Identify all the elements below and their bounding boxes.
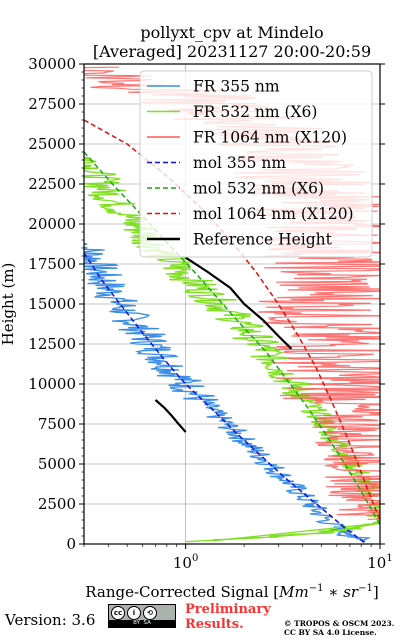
cc-icon: cc — [111, 606, 125, 620]
share-alike-icon: ⟲ — [143, 606, 157, 620]
y-axis-ticks: 0 2500 5000 7500 10000 12500 15000 17500 20000 22… — [28, 55, 385, 553]
y-tick-label: 17500 — [28, 255, 76, 273]
y-tick-label: 27500 — [28, 95, 76, 113]
legend-entry-label: Reference Height — [193, 231, 333, 249]
x-axis-label: Range-Corrected Signal [Mm−1 ∗ sr−1] — [85, 583, 378, 600]
series-mol-355-nm — [84, 252, 365, 543]
y-tick-label: 15000 — [28, 295, 76, 313]
legend-entry-label: FR 1064 nm (X120) — [193, 129, 347, 147]
legend: FR 355 nm FR 532 nm (X6) FR 1064 nm (X120)… — [139, 70, 373, 258]
legend-entry-label: FR 355 nm — [193, 78, 280, 96]
y-tick-label: 2500 — [38, 495, 76, 513]
y-tick-label: 22500 — [28, 175, 76, 193]
x-tick-label: 101 — [367, 553, 392, 572]
chart: pollyxt_cpv at Mindelo [Averaged] 202311… — [0, 23, 393, 600]
cc-license-badge: cc i ⟲ BY SA — [108, 604, 176, 628]
chart-subtitle: [Averaged] 20231127 20:00-20:59 — [93, 42, 371, 61]
y-tick-label: 7500 — [38, 415, 76, 433]
y-tick-label: 5000 — [38, 455, 76, 473]
y-tick-label: 0 — [66, 535, 76, 553]
legend-entry-label: mol 532 nm (X6) — [193, 180, 324, 198]
preliminary-results-note: Preliminary Results. — [185, 602, 271, 632]
x-axis-ticks: 100 101 — [83, 544, 393, 572]
series-reference-height — [185, 256, 293, 350]
legend-entry-label: FR 532 nm (X6) — [193, 103, 317, 121]
y-axis-label: Height (m) — [0, 263, 17, 346]
y-tick-label: 10000 — [28, 375, 76, 393]
chart-title: pollyxt_cpv at Mindelo — [140, 23, 323, 42]
legend-box — [139, 70, 373, 258]
y-tick-label: 30000 — [28, 55, 76, 73]
legend-entry-label: mol 355 nm — [193, 154, 286, 172]
copyright-note: © TROPOS & OSCM 2023. CC BY SA 4.0 Licens… — [284, 619, 395, 637]
series-reference-height — [154, 399, 187, 433]
version-label: Version: 3.6 — [5, 611, 96, 629]
y-tick-label: 12500 — [28, 335, 76, 353]
legend-entry-label: mol 1064 nm (X120) — [193, 205, 354, 223]
y-tick-label: 25000 — [28, 135, 76, 153]
series-mol-532-nm-x6 — [84, 151, 380, 526]
x-tick-label: 100 — [173, 553, 198, 572]
y-tick-label: 20000 — [28, 215, 76, 233]
attribution-icon: i — [127, 606, 141, 620]
